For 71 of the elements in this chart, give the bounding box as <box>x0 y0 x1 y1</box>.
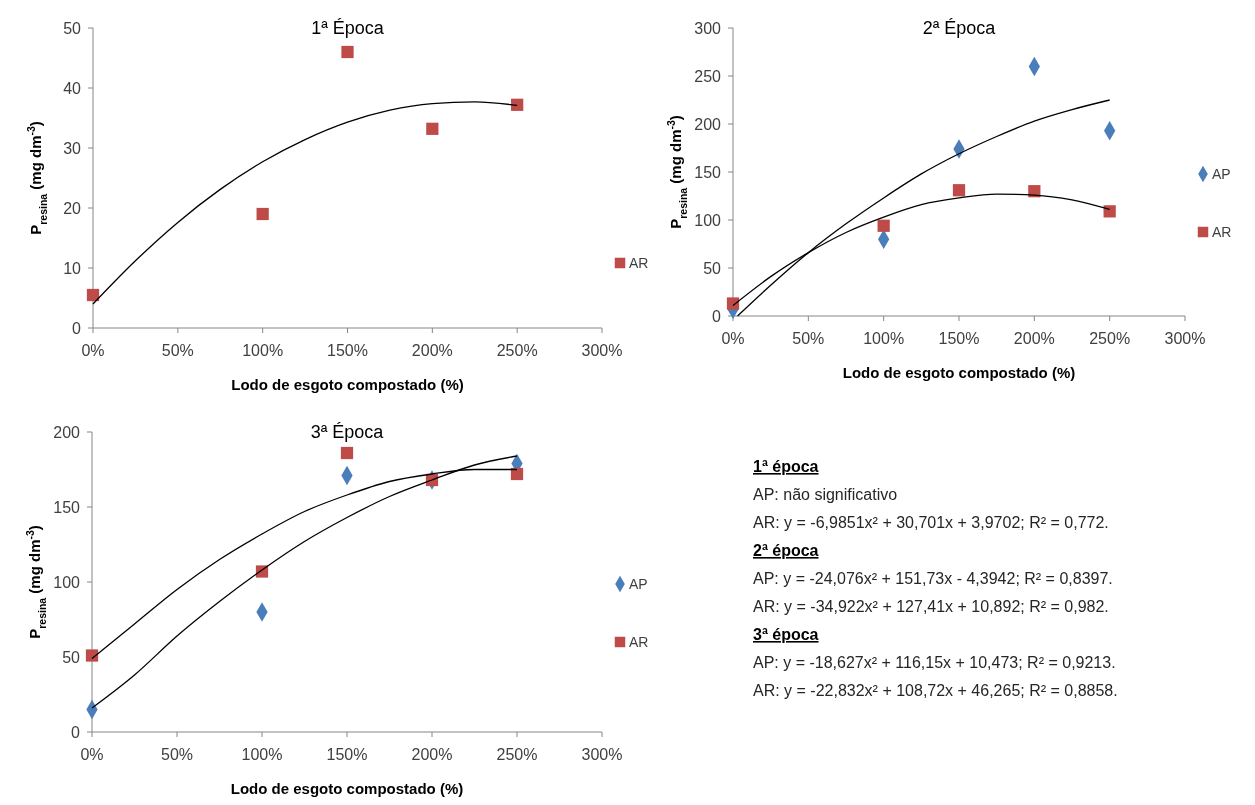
text: 3ª época <box>753 626 819 643</box>
x-tick-label: 250% <box>496 342 538 359</box>
chart-title: 2ª Época <box>922 18 997 38</box>
x-tick-label: 100% <box>241 746 283 763</box>
x-tick-label: 200% <box>411 342 453 359</box>
x-tick-label: 100% <box>242 342 284 359</box>
y-tick-label: 0 <box>72 320 82 337</box>
chart-title: 3ª Época <box>310 422 385 442</box>
point <box>726 297 740 310</box>
point <box>510 467 524 481</box>
y-tick-label: 200 <box>694 116 722 133</box>
y-tick-label: 50 <box>62 649 81 666</box>
y-tick-label: 100 <box>53 574 81 591</box>
x-tick-label: 100% <box>863 330 905 347</box>
x-tick-label: 300% <box>581 342 623 359</box>
point <box>877 219 890 232</box>
x-tick-label: 300% <box>1164 330 1206 347</box>
point <box>511 98 524 111</box>
point <box>340 446 354 460</box>
text: AR: y = -22,832x² + 108,72x + 46,265; R² = 0,8858. <box>753 682 1118 699</box>
y-tick-label: 50 <box>703 260 722 277</box>
y-tick-label: 50 <box>63 20 82 37</box>
y-tick-label: 250 <box>694 68 722 85</box>
legend-label: AR <box>629 255 649 271</box>
chart-title: 1ª Época <box>311 18 385 38</box>
legend-label: AR <box>1212 224 1232 240</box>
legend-label: AR <box>629 634 649 650</box>
x-tick-label: 200% <box>411 746 453 763</box>
point <box>85 649 99 662</box>
point <box>86 288 100 302</box>
x-tick-label: 150% <box>938 330 980 347</box>
y-tick-label: 30 <box>63 140 82 157</box>
legend-label: AP <box>1212 166 1231 182</box>
y-tick-label: 0 <box>712 308 722 325</box>
y-tick-label: 150 <box>53 499 81 516</box>
y-tick-label: 150 <box>694 164 722 181</box>
y-tick-label: 200 <box>53 424 81 441</box>
text: AP: y = -24,076x² + 151,73x - 4,3942; R² = 0,8397. <box>753 570 1113 587</box>
text: AR: y = -6,9851x² + 30,701x + 3,9702; R² = 0,772. <box>753 514 1109 531</box>
y-tick-label: 40 <box>63 80 82 97</box>
y-tick-label: 10 <box>63 260 82 277</box>
point <box>341 45 354 59</box>
x-tick-label: 0% <box>80 746 104 763</box>
y-tick-label: 100 <box>694 212 722 229</box>
x-tick-label: 250% <box>1089 330 1131 347</box>
x-tick-label: 200% <box>1013 330 1055 347</box>
x-tick-label: 50% <box>160 746 194 763</box>
y-tick-label: 300 <box>694 20 722 37</box>
x-axis-title: Lodo de esgoto compostado (%) <box>842 364 1076 381</box>
x-axis-title: Lodo de esgoto compostado (%) <box>230 780 464 797</box>
y-tick-label: 0 <box>71 724 81 741</box>
point <box>1103 205 1116 218</box>
text: AP: y = -18,627x² + 116,15x + 10,473; R² = 0,9213. <box>753 654 1116 671</box>
x-axis-title: Lodo de esgoto compostado (%) <box>231 376 464 393</box>
text: AP: não significativo <box>753 486 898 503</box>
x-tick-label: 50% <box>161 342 194 359</box>
text: 1ª época <box>753 458 819 475</box>
x-tick-label: 150% <box>326 746 368 763</box>
y-tick-label: 20 <box>63 200 82 217</box>
x-tick-label: 50% <box>792 330 825 347</box>
x-tick-label: 250% <box>496 746 538 763</box>
x-tick-label: 150% <box>327 342 368 359</box>
x-tick-label: 0% <box>81 342 105 359</box>
x-tick-label: 300% <box>581 746 623 763</box>
legend-label: AP <box>629 576 648 592</box>
text: 2ª época <box>753 542 819 559</box>
text: AR: y = -34,922x² + 127,41x + 10,892; R² = 0,982. <box>753 598 1109 615</box>
point <box>256 207 269 221</box>
point <box>426 122 439 135</box>
x-tick-label: 0% <box>721 330 745 347</box>
point <box>952 184 966 197</box>
